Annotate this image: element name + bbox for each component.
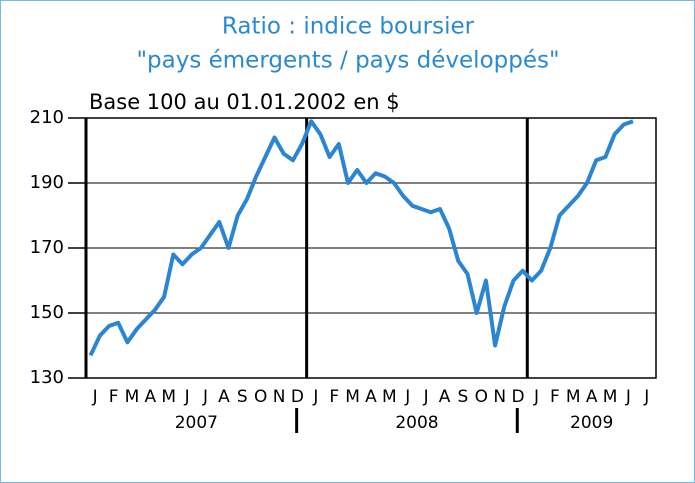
y-tick-label: 190 <box>30 172 64 193</box>
x-tick-label: D <box>291 387 304 407</box>
x-tick-label: M <box>566 387 581 407</box>
x-tick-label: M <box>345 387 360 407</box>
x-tick-label: J <box>202 387 208 407</box>
x-tick-label: J <box>423 387 429 407</box>
x-tick-label: J <box>312 387 318 407</box>
y-tick-label: 150 <box>30 302 64 323</box>
year-label: 2007 <box>175 413 218 433</box>
x-tick-label: F <box>109 387 119 407</box>
x-tick-label: A <box>586 387 598 407</box>
x-tick-label: J <box>404 387 410 407</box>
x-tick-label: S <box>458 387 469 407</box>
x-tick-label: J <box>643 387 649 407</box>
x-tick-label: J <box>184 387 190 407</box>
x-tick-label: O <box>254 387 267 407</box>
x-tick-label: A <box>365 387 377 407</box>
x-tick-label: J <box>92 387 98 407</box>
x-tick-label: M <box>382 387 397 407</box>
chart-subtitle: "pays émergents / pays développés" <box>136 48 559 74</box>
x-tick-label: S <box>237 387 248 407</box>
year-label: 2008 <box>395 413 438 433</box>
x-tick-label: J <box>533 387 539 407</box>
x-tick-label: M <box>125 387 140 407</box>
x-tick-label: O <box>475 387 488 407</box>
x-tick-label: A <box>439 387 451 407</box>
year-label: 2009 <box>570 413 613 433</box>
x-tick-label: J <box>625 387 631 407</box>
x-tick-label: M <box>161 387 176 407</box>
x-tick-label: A <box>218 387 230 407</box>
y-tick-label: 210 <box>30 107 64 128</box>
x-tick-label: F <box>550 387 560 407</box>
x-tick-label: D <box>512 387 525 407</box>
y-axis-label: Base 100 au 01.01.2002 en $ <box>89 90 400 114</box>
x-tick-label: F <box>329 387 339 407</box>
series-line <box>88 119 634 357</box>
x-tick-label: A <box>145 387 157 407</box>
y-tick-label: 170 <box>30 237 64 258</box>
x-tick-label: N <box>493 387 506 407</box>
chart-title: Ratio : indice boursier <box>222 14 475 40</box>
x-tick-label: M <box>603 387 618 407</box>
x-tick-label: N <box>273 387 286 407</box>
y-tick-label: 130 <box>30 367 64 388</box>
